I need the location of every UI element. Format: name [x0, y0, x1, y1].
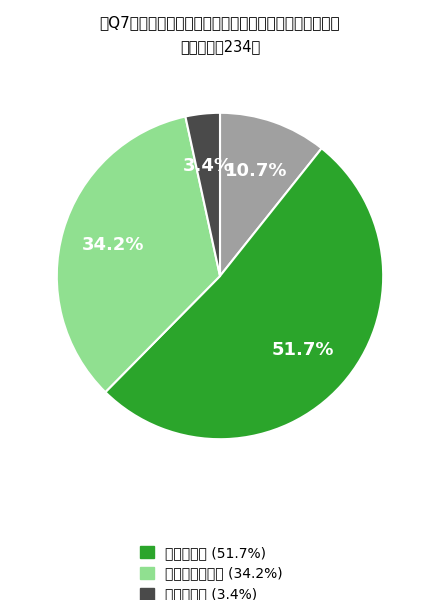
Wedge shape — [185, 113, 220, 276]
Text: 34.2%: 34.2% — [82, 236, 145, 254]
Text: 3.4%: 3.4% — [183, 157, 233, 175]
Text: 【Q7】現在飲んでいる青汁の溶けやすさをお答え下さい: 【Q7】現在飲んでいる青汁の溶けやすさをお答え下さい — [100, 15, 340, 30]
Wedge shape — [57, 116, 220, 392]
Legend: 溶けやすい (51.7%), やや溶けにくい (34.2%), 溶けにくい (3.4%), 粉末タイプではない (10.7%): 溶けやすい (51.7%), やや溶けにくい (34.2%), 溶けにくい (3… — [135, 540, 305, 600]
Text: 51.7%: 51.7% — [272, 341, 334, 359]
Text: 10.7%: 10.7% — [225, 162, 288, 180]
Wedge shape — [105, 148, 383, 439]
Text: （回答数：234）: （回答数：234） — [180, 39, 260, 54]
Wedge shape — [220, 113, 322, 276]
